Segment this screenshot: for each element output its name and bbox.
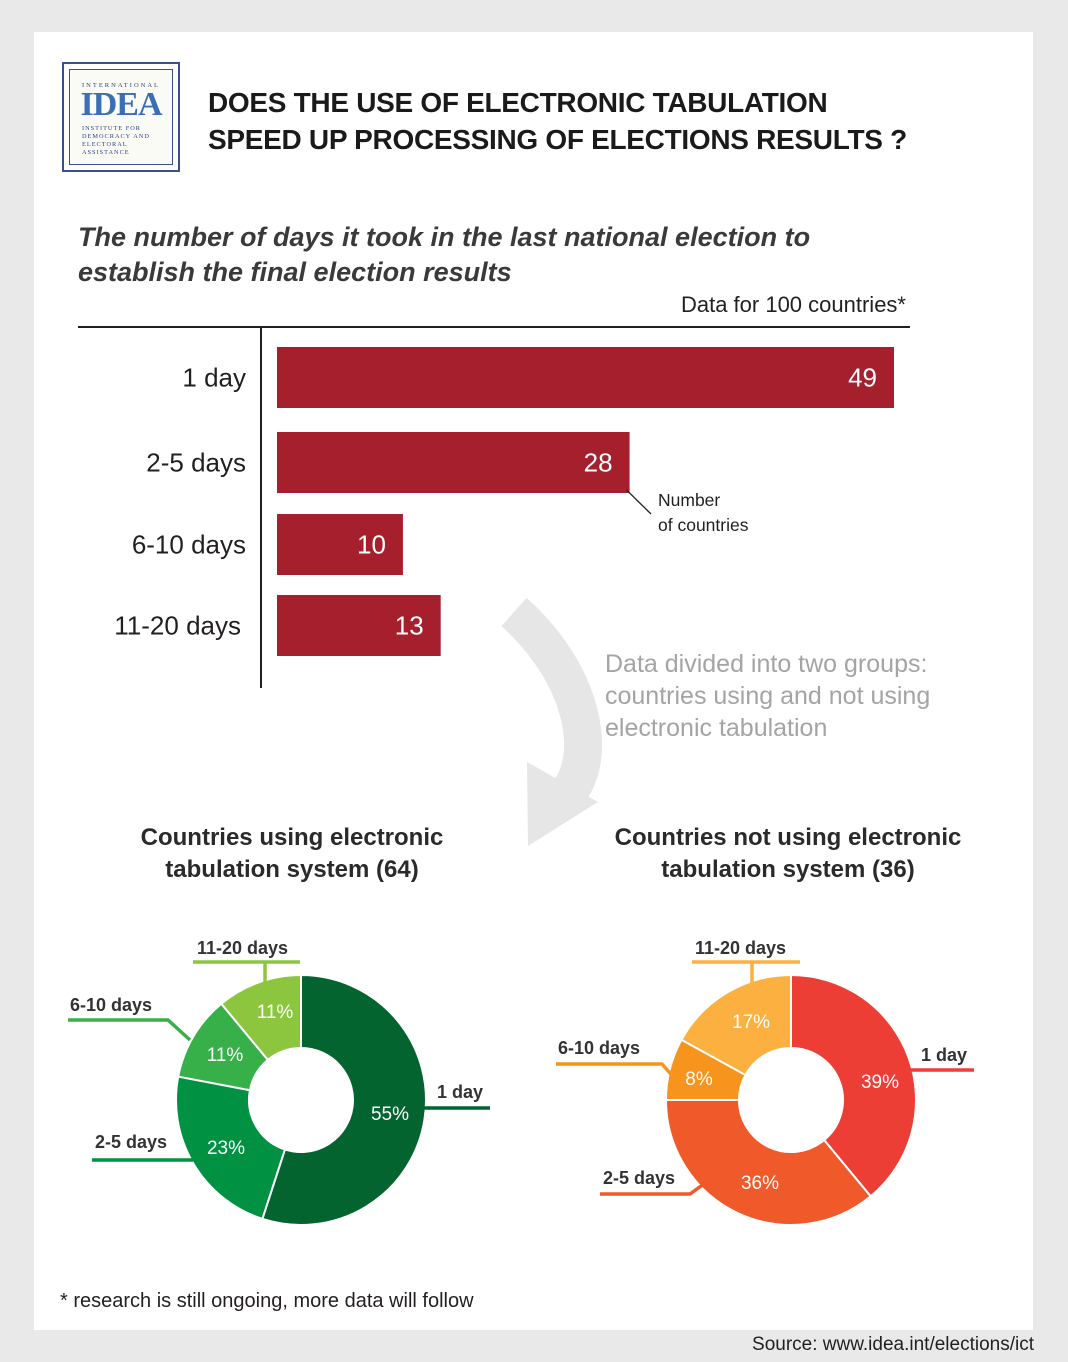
- donut-percent-label: 36%: [741, 1173, 779, 1194]
- bar-value-label: 28: [584, 448, 613, 478]
- donut-percent-label: 39%: [861, 1072, 899, 1093]
- donut-leader-line: [556, 1062, 678, 1082]
- bar-category-label: 6-10 days: [132, 530, 246, 560]
- donut-category-label: 6-10 days: [70, 995, 152, 1015]
- bar-category-label: 1 day: [182, 363, 246, 393]
- bar-value-label: 13: [395, 611, 424, 641]
- donut-percent-label: 23%: [207, 1138, 245, 1159]
- donut-percent-label: 11%: [257, 1002, 294, 1023]
- donut-slice: [680, 973, 792, 1077]
- bar-category-label: 11-20 days: [114, 611, 241, 641]
- electronic-group-title: Countries using electronic tabulation sy…: [140, 824, 444, 883]
- donut-slice: [219, 973, 302, 1062]
- donut-category-label: 11-20 days: [695, 938, 786, 958]
- donut-leader-line: [600, 1176, 714, 1196]
- bar: [277, 347, 894, 408]
- donut-percent-label: 8%: [685, 1069, 713, 1090]
- footnote: * research is still ongoing, more data w…: [60, 1290, 474, 1312]
- donut-percent-label: 17%: [732, 1012, 770, 1033]
- donut-category-label: 1 day: [437, 1082, 483, 1102]
- divide-note: Data divided into two groups: countries …: [605, 650, 931, 742]
- logo-top-text: INTERNATIONAL: [82, 82, 160, 89]
- bar: [277, 432, 630, 493]
- bar-chart-note: Data for 100 countries*: [680, 292, 906, 317]
- donut-slice: [790, 973, 917, 1198]
- bar: [277, 514, 403, 575]
- donut-category-label: 2-5 days: [95, 1132, 167, 1152]
- bar-category-label: 2-5 days: [146, 448, 246, 478]
- donut-category-label: 1 day: [921, 1045, 967, 1065]
- logo-bottom-text: INSTITUTE FOR DEMOCRACY AND ELECTORAL AS…: [82, 125, 150, 156]
- idea-logo: INTERNATIONAL IDEA INSTITUTE FOR DEMOCRA…: [62, 62, 180, 172]
- logo-mark: IDEA: [80, 86, 162, 123]
- donut-percent-label: 11%: [207, 1045, 244, 1066]
- donut-category-label: 2-5 days: [603, 1168, 675, 1188]
- donut-slice: [261, 973, 427, 1226]
- donut-leader-line: [92, 1133, 212, 1162]
- bar-chart-title: The number of days it took in the last n…: [78, 222, 811, 287]
- donut-slice: [664, 1099, 873, 1226]
- bar-value-label: 49: [848, 363, 877, 393]
- annotation-leader-line: [626, 489, 652, 515]
- bar-value-label: 10: [357, 530, 386, 560]
- donut-category-label: 6-10 days: [558, 1038, 640, 1058]
- page-title: DOES THE USE OF ELECTRONIC TABULATION SP…: [208, 87, 907, 155]
- number-of-countries-annotation: Number of countries: [658, 490, 749, 535]
- source-credit: Source: www.idea.int/elections/ict: [752, 1334, 1034, 1355]
- donut-category-label: 11-20 days: [197, 938, 288, 958]
- donut-leader-line: [68, 1018, 192, 1042]
- bar: [277, 595, 441, 656]
- donut-percent-label: 55%: [371, 1104, 409, 1125]
- donut-slice: [175, 1075, 287, 1221]
- non-electronic-group-title: Countries not using electronic tabulatio…: [614, 824, 962, 883]
